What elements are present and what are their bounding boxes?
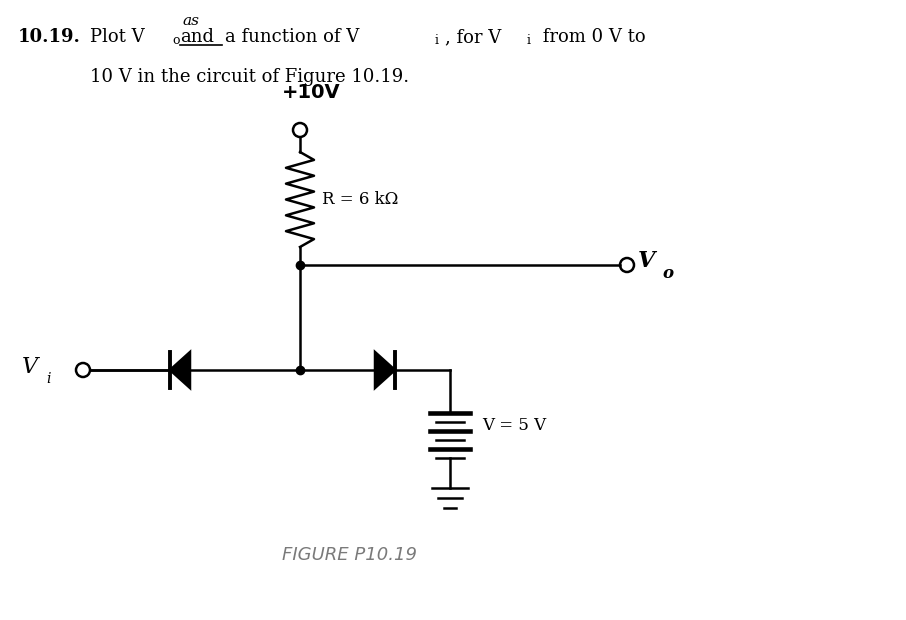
Text: o: o xyxy=(172,34,179,47)
Text: as: as xyxy=(182,14,199,28)
Text: V: V xyxy=(638,250,655,272)
Text: and: and xyxy=(180,28,214,46)
Polygon shape xyxy=(170,352,190,388)
Text: Plot V: Plot V xyxy=(90,28,145,46)
Text: from 0 V to: from 0 V to xyxy=(537,28,646,46)
Text: 10 V in the circuit of Figure 10.19.: 10 V in the circuit of Figure 10.19. xyxy=(90,68,410,86)
Text: V = 5 V: V = 5 V xyxy=(482,417,546,433)
Text: i: i xyxy=(435,34,439,47)
Text: , for V: , for V xyxy=(445,28,501,46)
Text: a function of V: a function of V xyxy=(225,28,360,46)
Text: i: i xyxy=(527,34,531,47)
Text: FIGURE P10.19: FIGURE P10.19 xyxy=(283,546,418,564)
Text: o: o xyxy=(662,265,673,281)
Text: i: i xyxy=(46,372,51,386)
Polygon shape xyxy=(375,352,395,388)
Text: 10.19.: 10.19. xyxy=(18,28,81,46)
Text: V: V xyxy=(22,356,38,378)
Text: +10V: +10V xyxy=(282,83,341,102)
Text: R = 6 kΩ: R = 6 kΩ xyxy=(322,191,399,208)
